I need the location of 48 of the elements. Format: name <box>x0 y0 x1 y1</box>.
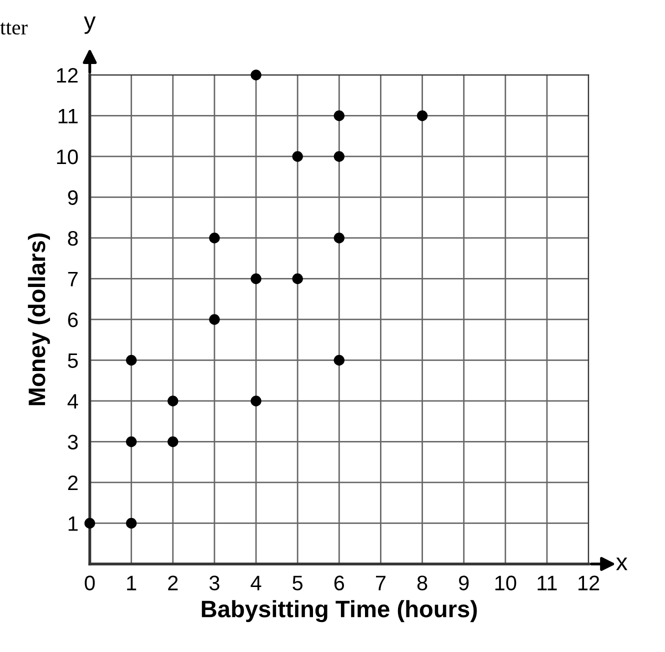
x-tick-label: 9 <box>459 576 469 590</box>
x-tick-label: 0 <box>84 576 95 590</box>
x-tick-label: 12 <box>578 576 600 590</box>
y-tick-label: 8 <box>68 230 78 246</box>
point <box>334 354 345 366</box>
y-tick-label: 4 <box>68 394 78 409</box>
y-tick-label: 9 <box>68 190 78 205</box>
point <box>250 273 262 284</box>
point <box>126 518 137 529</box>
point <box>84 518 96 529</box>
y-tick-label: 7 <box>68 272 78 286</box>
point <box>209 232 220 244</box>
y-axis-title: Money (dollars) <box>28 233 50 406</box>
x-tick-label: 4 <box>250 576 262 590</box>
point <box>126 436 137 448</box>
point <box>292 273 303 284</box>
x-tick-label: 5 <box>292 576 303 590</box>
text: tter <box>0 22 28 35</box>
y-tick-label: 11 <box>58 108 78 124</box>
x-tick-label: 2 <box>168 576 178 590</box>
point <box>292 151 303 162</box>
x-tick-label: 11 <box>538 576 557 590</box>
text: y <box>84 16 96 34</box>
point <box>334 232 345 244</box>
x-tick-label: 8 <box>417 576 428 590</box>
x-tick-label: 6 <box>334 576 344 590</box>
x-tick-label: 10 <box>495 576 516 590</box>
point <box>416 110 428 122</box>
x-tick-label: 3 <box>209 576 220 590</box>
point <box>168 396 178 406</box>
y-tick-label: 5 <box>68 353 78 368</box>
point <box>209 314 220 325</box>
y-tick-label: 12 <box>57 68 78 83</box>
x-axis-title: Babysitting Time (hours) <box>202 600 477 622</box>
x-tick-label: 1 <box>127 576 136 590</box>
point <box>126 354 137 366</box>
point <box>334 151 345 162</box>
y-tick-label: 2 <box>68 475 78 490</box>
point <box>250 70 262 80</box>
text: x <box>616 558 628 570</box>
y-tick-label: 3 <box>68 434 78 450</box>
y-tick-label: 6 <box>68 312 78 328</box>
y-tick-label: 1 <box>68 516 78 531</box>
y-tick-label: 10 <box>57 149 78 164</box>
point <box>168 436 178 448</box>
x-tick-label: 7 <box>376 576 386 590</box>
point <box>250 396 262 406</box>
point <box>334 110 345 122</box>
